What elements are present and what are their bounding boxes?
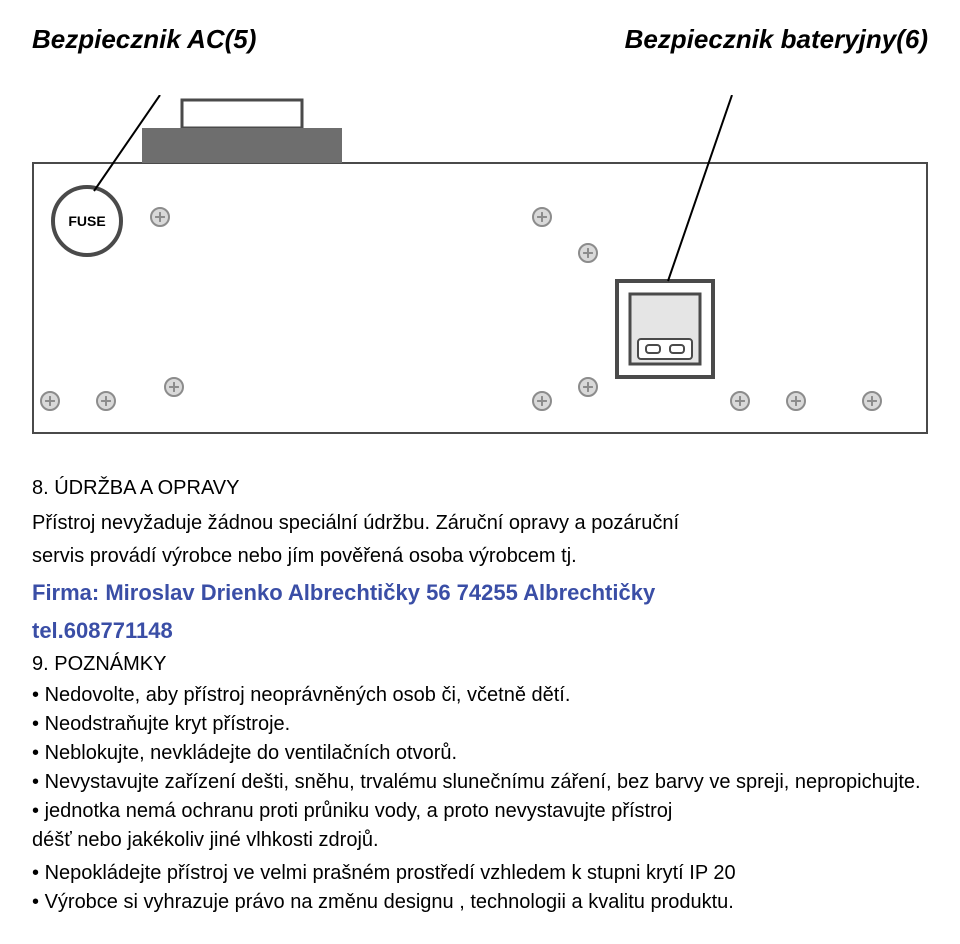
bullet-item: Nedovolte, aby přístroj neoprávněných os… bbox=[32, 682, 928, 709]
bullet-item: Nepokládejte přístroj ve velmi prašném p… bbox=[32, 860, 928, 887]
company-line2: tel.608771148 bbox=[32, 616, 928, 646]
bullet-item: Výrobce si vyhrazuje právo na změnu desi… bbox=[32, 889, 928, 916]
company-line1: Firma: Miroslav Drienko Albrechtičky 56 … bbox=[32, 578, 928, 608]
bullets-list-1: Nedovolte, aby přístroj neoprávněných os… bbox=[32, 682, 928, 825]
sub-line: déšť nebo jakékoliv jiné vlhkosti zdrojů… bbox=[32, 827, 928, 854]
label-fuse-ac: Bezpiecznik AC(5) bbox=[32, 24, 256, 55]
section8-heading: 8. ÚDRŽBA A OPRAVY bbox=[32, 475, 928, 502]
bullet-item: Neblokujte, nevkládejte do ventilačních … bbox=[32, 740, 928, 767]
device-diagram: FUSE bbox=[32, 95, 928, 435]
bullet-item: Nevystavujte zařízení dešti, sněhu, trva… bbox=[32, 769, 928, 796]
bullets-list-2: Nepokládejte přístroj ve velmi prašném p… bbox=[32, 860, 928, 916]
bullet-item: Neodstraňujte kryt přístroje. bbox=[32, 711, 928, 738]
svg-text:FUSE: FUSE bbox=[68, 213, 105, 229]
bullet-item: jednotka nemá ochranu proti průniku vody… bbox=[32, 798, 928, 825]
label-fuse-battery: Bezpiecznik bateryjny(6) bbox=[625, 24, 928, 55]
section8-p1: Přístroj nevyžaduje žádnou speciální údr… bbox=[32, 510, 928, 537]
section9-heading: 9. POZNÁMKY bbox=[32, 651, 928, 678]
section8-p2: servis provádí výrobce nebo jím pověřená… bbox=[32, 543, 928, 570]
diagram-svg: FUSE bbox=[32, 95, 928, 435]
text-content: 8. ÚDRŽBA A OPRAVY Přístroj nevyžaduje ž… bbox=[32, 475, 928, 916]
